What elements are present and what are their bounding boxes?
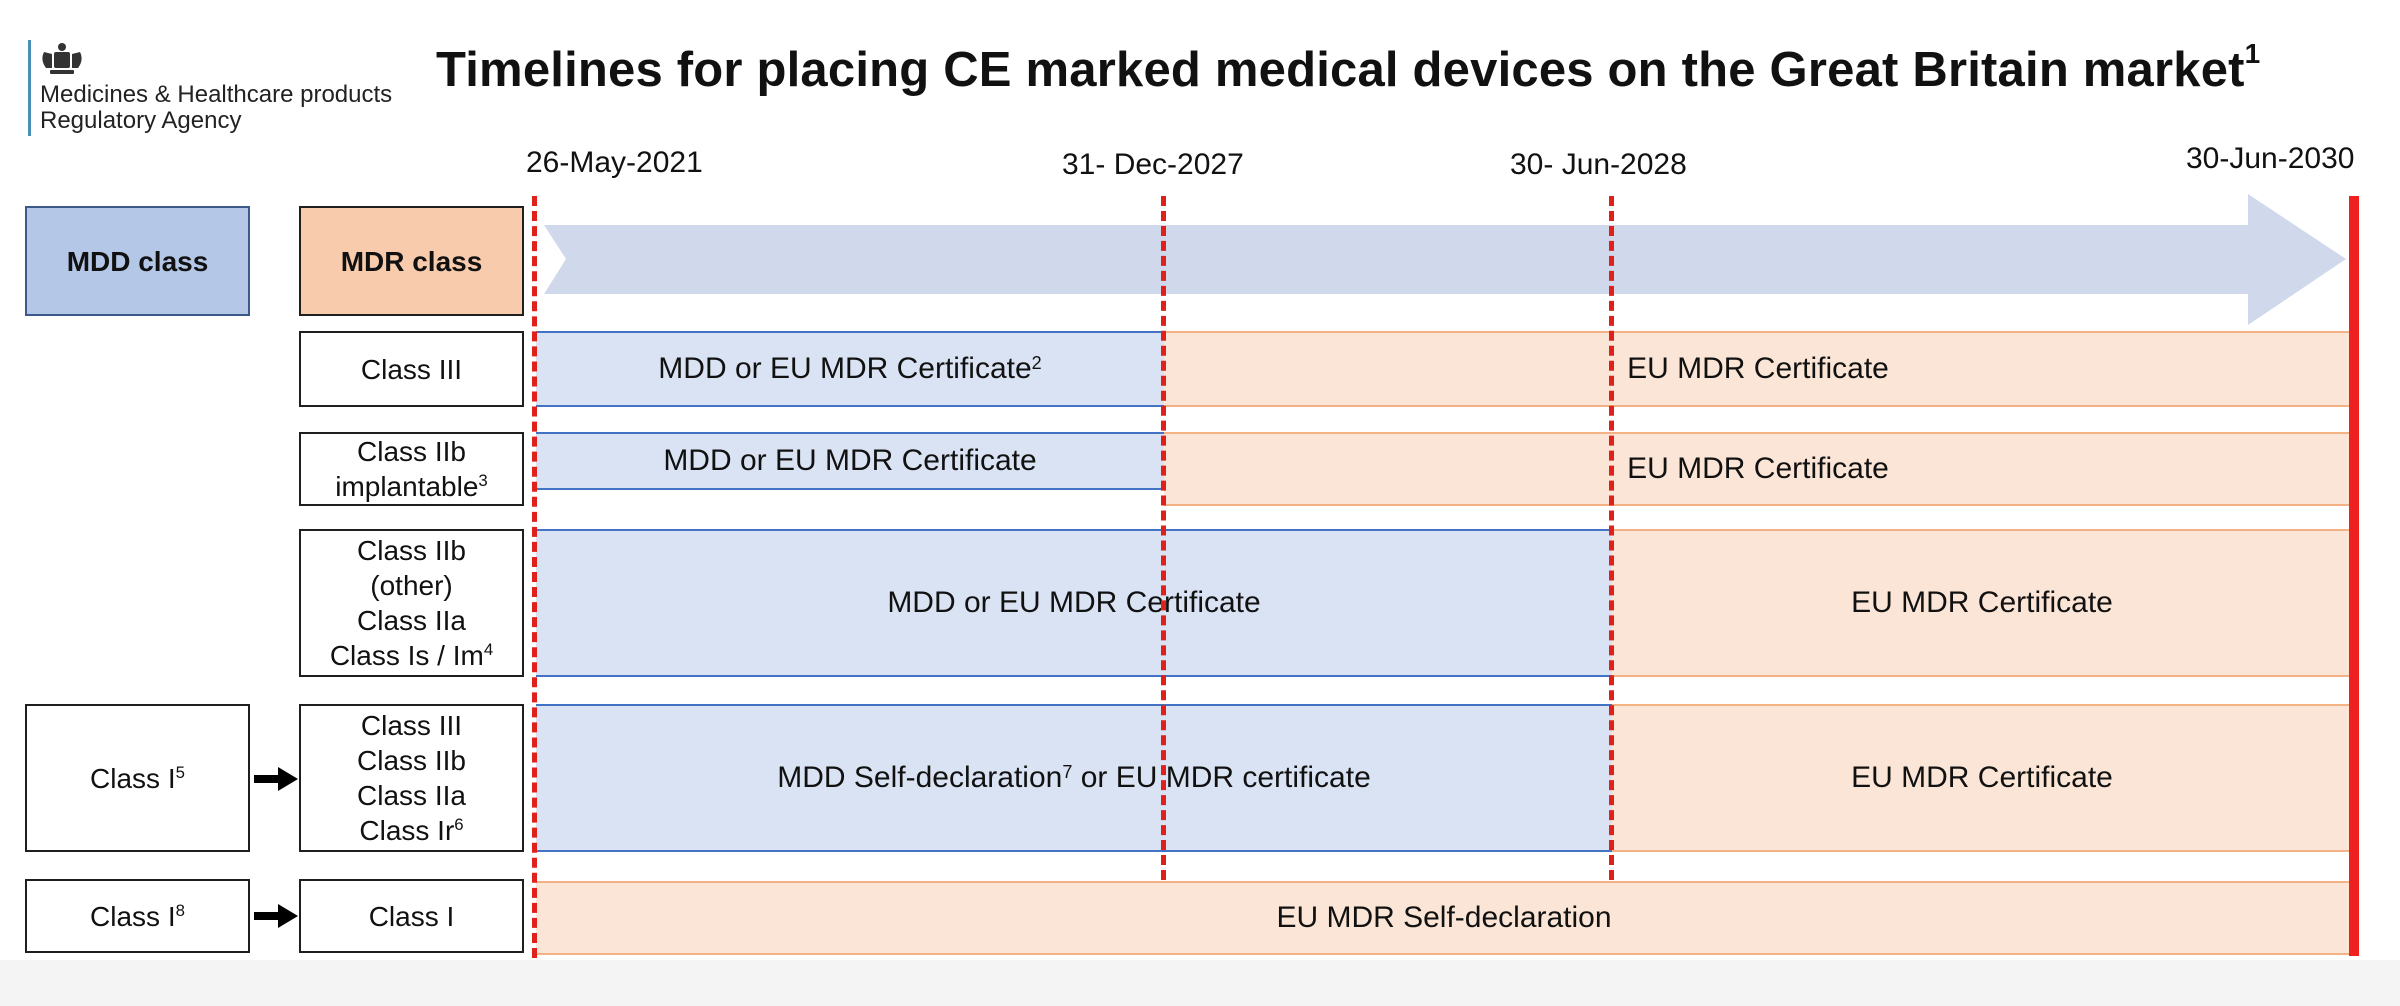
mdr-period-bar-row-3: EU MDR Certificate: [1612, 529, 2352, 677]
bar-footnote: 2: [1031, 352, 1042, 373]
bar-label: EU MDR Certificate: [1627, 452, 1889, 485]
mdr-period-bar-row-4: EU MDR Certificate: [1612, 704, 2352, 852]
mdr-period-bar-row-5: EU MDR Self-declaration: [536, 881, 2352, 955]
crest-icon: [42, 43, 82, 74]
mdr-class-row-4: Class III Class IIb Class IIa Class Ir6: [299, 704, 524, 852]
mdr-class-header: MDR class: [299, 206, 524, 316]
arrow-right-icon: [254, 904, 298, 928]
logo-bar: [28, 40, 31, 136]
mdd-class-footnote: 8: [175, 900, 185, 920]
mdr-class-label-line-2: implantable3: [335, 469, 488, 504]
slide-canvas: Medicines & Healthcare products Regulato…: [0, 0, 2400, 960]
bar-label: EU MDR Self-declaration: [1276, 901, 1612, 934]
mdr-class-label: Class III: [360, 353, 463, 385]
bar-label-suffix: or EU MDR certificate: [1072, 761, 1371, 794]
mdr-class-footnote: 6: [454, 815, 464, 834]
title-footnote: 1: [2244, 38, 2261, 69]
arrow-right-icon: [254, 767, 298, 791]
mdr-class-label-text: implantable: [335, 471, 479, 502]
mdr-class-row-2: Class IIb implantable3: [299, 432, 524, 506]
mdr-class-label-line-1: Class IIb: [357, 436, 466, 467]
mdd-period-bar-row-3: MDD or EU MDR Certificate: [536, 529, 1612, 677]
bar-label: EU MDR Certificate: [1851, 761, 2113, 794]
mdr-class-footnote: 4: [483, 640, 494, 659]
mdr-class-label-line-4: Class Is / Im4: [330, 638, 493, 673]
deadline-line-2030: [2349, 196, 2359, 956]
mdr-class-label-line-2: (other): [370, 570, 453, 601]
bar-label: MDD or EU MDR Certificate: [658, 352, 1032, 385]
bar-label: MDD or EU MDR Certificate: [663, 444, 1037, 477]
mdr-class-row-5: Class I: [299, 879, 524, 953]
mdr-class-label: Class I: [368, 900, 455, 932]
mdr-period-bar-row-2: EU MDR Certificate: [1164, 432, 2352, 506]
mdr-class-footnote: 3: [478, 471, 488, 490]
deadline-line-2021: [532, 196, 537, 958]
bar-label: EU MDR Certificate: [1851, 586, 2113, 619]
agency-line-1: Medicines & Healthcare products: [40, 81, 393, 108]
page-title: Timelines for placing CE marked medical …: [436, 38, 2260, 98]
bar-label: EU MDR Certificate: [1627, 352, 1889, 385]
bar-label: MDD or EU MDR Certificate: [887, 586, 1261, 619]
deadline-line-2028: [1609, 196, 1614, 880]
bar-footnote: 7: [1062, 761, 1073, 782]
mdr-class-label-text: Class Ir: [359, 815, 455, 846]
date-label-1: 26-May-2021: [526, 146, 703, 179]
mdd-class-label: Class I: [90, 900, 176, 932]
mdd-class-header: MDD class: [25, 206, 250, 316]
date-label-3: 30- Jun-2028: [1510, 148, 1687, 181]
mdr-class-label-text: Class Is / Im: [329, 640, 484, 671]
title-text: Timelines for placing CE marked medical …: [436, 43, 2245, 97]
agency-line-2: Regulatory Agency: [40, 107, 242, 134]
mdr-class-row-3: Class IIb (other) Class IIa Class Is / I…: [299, 529, 524, 677]
date-label-2: 31- Dec-2027: [1062, 148, 1244, 181]
mdd-class-label: Class I: [90, 762, 176, 794]
mdd-period-bar-row-4: MDD Self-declaration 7 or EU MDR certific…: [536, 704, 1612, 852]
timeline-arrow: [544, 194, 2346, 325]
mdr-period-bar-row-1: EU MDR Certificate: [1164, 331, 2352, 407]
mdr-class-label-line-3: Class IIa: [357, 780, 466, 811]
mdd-period-bar-row-1: MDD or EU MDR Certificate 2: [536, 331, 1164, 407]
mdr-class-label-line-1: Class III: [360, 710, 463, 741]
mdr-class-label-line-3: Class IIa: [357, 605, 466, 636]
deadline-line-2027: [1161, 196, 1166, 880]
mdr-class-row-1: Class III: [299, 331, 524, 407]
mdr-class-label-line-4: Class Ir6: [359, 813, 463, 848]
mdr-class-label-line-1: Class IIb: [357, 535, 466, 566]
agency-name: Medicines & Healthcare products Regulato…: [40, 82, 392, 134]
bar-label: MDD Self-declaration: [777, 761, 1063, 794]
date-label-4: 30-Jun-2030: [2186, 142, 2355, 175]
mdd-class-footnote: 5: [175, 762, 185, 782]
mdd-period-bar-row-2: MDD or EU MDR Certificate: [536, 432, 1164, 490]
mdr-class-label-line-2: Class IIb: [357, 745, 466, 776]
